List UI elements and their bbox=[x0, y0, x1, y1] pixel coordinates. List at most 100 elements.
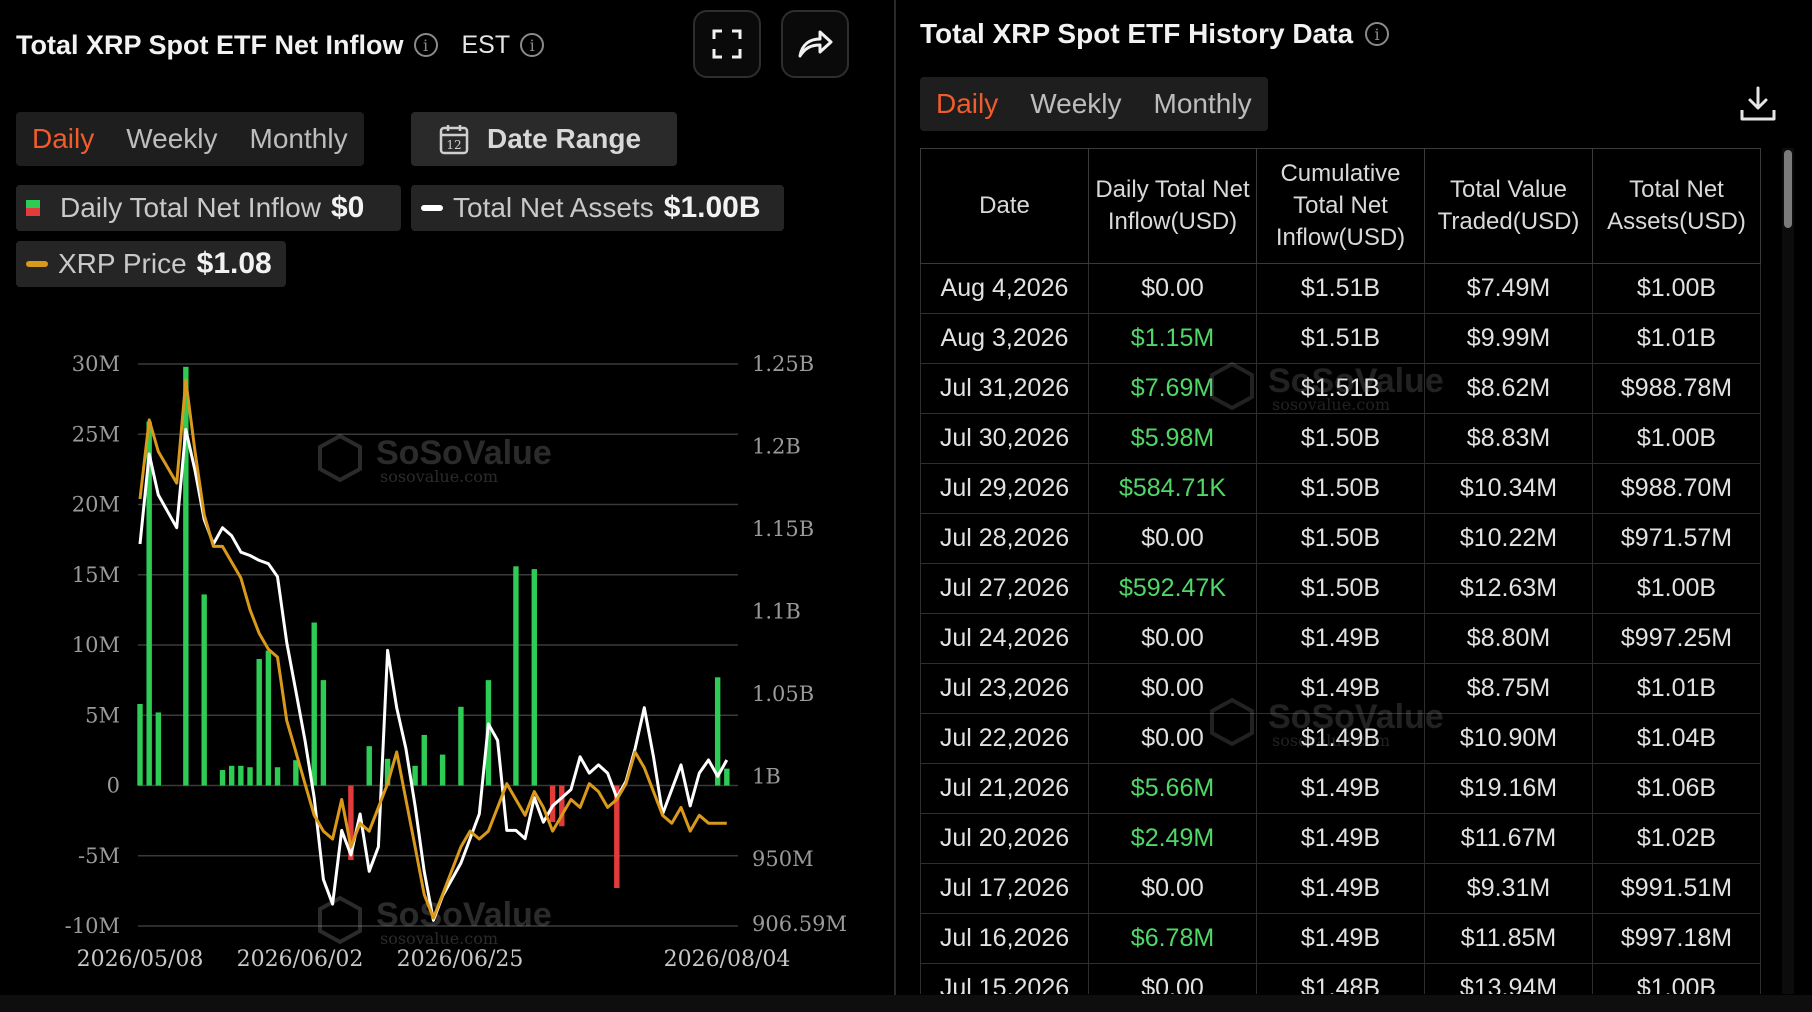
y-right-tick-label: 1B bbox=[752, 765, 781, 789]
table-cell-daily-inflow: $7.69M bbox=[1088, 363, 1257, 414]
table-cell-date: Jul 23,2026 bbox=[920, 663, 1089, 714]
timezone-info-icon[interactable]: i bbox=[520, 33, 545, 57]
legend-net-assets[interactable]: Total Net Assets $1.00B bbox=[411, 185, 784, 231]
tab-monthly[interactable]: Monthly bbox=[249, 123, 348, 154]
inflow-bar-positive bbox=[238, 765, 244, 786]
column-header-cumulative-inflow[interactable]: Cumulative Total Net Inflow(USD) bbox=[1256, 148, 1425, 264]
table-cell-assets: $1.02B bbox=[1592, 813, 1761, 864]
table-cell-date: Jul 16,2026 bbox=[920, 913, 1089, 964]
table-cell-daily-inflow: $0.00 bbox=[1088, 663, 1257, 714]
table-row: Aug 3,2026 $1.15M $1.51B $9.99M $1.01B bbox=[920, 313, 1761, 364]
table-cell-traded: $11.85M bbox=[1424, 913, 1593, 964]
y-left-tick-label: -5M bbox=[78, 844, 120, 868]
table-scroll-thumb[interactable] bbox=[1784, 150, 1792, 228]
inflow-bar-positive bbox=[458, 706, 464, 786]
inflow-bar-positive bbox=[714, 677, 721, 786]
y-right-tick-label: 950M bbox=[752, 847, 814, 871]
info-icon[interactable]: i bbox=[1365, 22, 1390, 46]
table-row: Aug 4,2026 $0.00 $1.51B $7.49M $1.00B bbox=[920, 263, 1761, 314]
inflow-bar-negative bbox=[614, 785, 620, 889]
y-right-tick-label: 906.59M bbox=[752, 912, 847, 936]
share-button[interactable] bbox=[781, 10, 849, 78]
table-cell-cumulative: $1.50B bbox=[1256, 513, 1425, 564]
y-left-tick-label: 0 bbox=[107, 774, 120, 798]
chart-lines bbox=[138, 378, 729, 922]
table-cell-assets: $1.00B bbox=[1592, 563, 1761, 614]
inflow-bar-positive bbox=[137, 704, 143, 786]
table-row: Jul 29,2026 $584.71K $1.50B $10.34M $988.70M bbox=[920, 463, 1761, 514]
y-left-tick-label: 20M bbox=[72, 493, 120, 517]
table-header-row: Date Daily Total Net Inflow(USD) Cumulat… bbox=[920, 148, 1761, 264]
chart-title: Total XRP Spot ETF Net Inflow bbox=[16, 29, 404, 60]
table-cell-date: Jul 24,2026 bbox=[920, 613, 1089, 664]
inflow-bar-positive bbox=[293, 760, 299, 786]
bottom-strip bbox=[0, 995, 1812, 1012]
column-header-daily-inflow[interactable]: Daily Total Net Inflow(USD) bbox=[1088, 148, 1257, 264]
table-cell-traded: $10.90M bbox=[1424, 713, 1593, 764]
table-cell-assets: $991.51M bbox=[1592, 863, 1761, 914]
legend-name: XRP Price bbox=[58, 248, 187, 279]
tab-monthly[interactable]: Monthly bbox=[1153, 88, 1252, 119]
table-row: Jul 31,2026 $7.69M $1.51B $8.62M $988.78M bbox=[920, 363, 1761, 414]
table-cell-daily-inflow: $5.66M bbox=[1088, 763, 1257, 814]
date-range-label: Date Range bbox=[487, 123, 642, 154]
column-header-net-assets[interactable]: Total Net Assets(USD) bbox=[1592, 148, 1761, 264]
table-cell-cumulative: $1.51B bbox=[1256, 263, 1425, 314]
history-title-row: Total XRP Spot ETF History Data i bbox=[920, 18, 1390, 50]
inflow-bar-positive bbox=[724, 768, 730, 786]
date-range-button[interactable]: 12 Date Range bbox=[411, 112, 677, 166]
table-cell-daily-inflow: $2.49M bbox=[1088, 813, 1257, 864]
inflow-bar-positive bbox=[247, 767, 253, 786]
share-arrow-icon bbox=[798, 30, 833, 58]
tab-daily[interactable]: Daily bbox=[936, 88, 999, 119]
table-cell-daily-inflow: $0.00 bbox=[1088, 513, 1257, 564]
table-cell-daily-inflow: $6.78M bbox=[1088, 913, 1257, 964]
table-cell-date: Jul 15,2026 bbox=[920, 963, 1089, 994]
table-cell-daily-inflow: $592.47K bbox=[1088, 563, 1257, 614]
legend-xrp-price[interactable]: XRP Price $1.08 bbox=[16, 241, 286, 287]
timezone-label: EST bbox=[461, 30, 511, 59]
table-cell-assets: $971.57M bbox=[1592, 513, 1761, 564]
y-left-tick-label: 5M bbox=[85, 703, 120, 727]
inflow-bar-positive bbox=[183, 366, 189, 786]
column-header-value-traded[interactable]: Total Value Traded(USD) bbox=[1424, 148, 1593, 264]
y-left-tick-label: 15M bbox=[72, 563, 120, 587]
table-cell-assets: $988.78M bbox=[1592, 363, 1761, 414]
tab-daily[interactable]: Daily bbox=[32, 123, 95, 154]
info-icon[interactable]: i bbox=[413, 33, 438, 57]
y-left-tick-label: 10M bbox=[72, 633, 120, 657]
table-cell-assets: $1.04B bbox=[1592, 713, 1761, 764]
table-cell-traded: $7.49M bbox=[1424, 263, 1593, 314]
table-cell-assets: $1.00B bbox=[1592, 263, 1761, 314]
table-cell-assets: $997.25M bbox=[1592, 613, 1761, 664]
legend-name: Daily Total Net Inflow bbox=[60, 192, 321, 223]
table-cell-traded: $9.31M bbox=[1424, 863, 1593, 914]
download-icon[interactable] bbox=[1738, 84, 1778, 124]
fullscreen-button[interactable] bbox=[693, 10, 761, 78]
inflow-bar-negative bbox=[559, 785, 565, 827]
table-cell-traded: $19.16M bbox=[1424, 763, 1593, 814]
y-left-tick-label: 30M bbox=[72, 352, 120, 376]
table-cell-assets: $988.70M bbox=[1592, 463, 1761, 514]
table-cell-date: Jul 21,2026 bbox=[920, 763, 1089, 814]
table-row: Jul 23,2026 $0.00 $1.49B $8.75M $1.01B bbox=[920, 663, 1761, 714]
table-scrollbar[interactable] bbox=[1782, 148, 1794, 994]
table-cell-daily-inflow: $1.15M bbox=[1088, 313, 1257, 364]
legend-net-inflow[interactable]: Daily Total Net Inflow $0 bbox=[16, 185, 401, 231]
tab-weekly[interactable]: Weekly bbox=[1030, 88, 1122, 119]
table-row: Jul 20,2026 $2.49M $1.49B $11.67M $1.02B bbox=[920, 813, 1761, 864]
inflow-bar-positive bbox=[201, 594, 207, 786]
watermark-url: sosovalue.com bbox=[380, 929, 498, 948]
table-cell-traded: $8.83M bbox=[1424, 413, 1593, 464]
table-cell-traded: $10.34M bbox=[1424, 463, 1593, 514]
inflow-bars bbox=[137, 366, 730, 889]
calendar-icon: 12 bbox=[439, 125, 469, 155]
inflow-chart: SoSoValuesosovalue.comSoSoValuesosovalue… bbox=[65, 352, 847, 972]
tab-weekly[interactable]: Weekly bbox=[126, 123, 218, 154]
table-row: Jul 24,2026 $0.00 $1.49B $8.80M $997.25M bbox=[920, 613, 1761, 664]
table-cell-traded: $11.67M bbox=[1424, 813, 1593, 864]
table-cell-cumulative: $1.50B bbox=[1256, 463, 1425, 514]
table-cell-assets: $1.00B bbox=[1592, 963, 1761, 994]
column-header-date[interactable]: Date bbox=[920, 148, 1089, 264]
legend-value: $0 bbox=[330, 191, 365, 224]
